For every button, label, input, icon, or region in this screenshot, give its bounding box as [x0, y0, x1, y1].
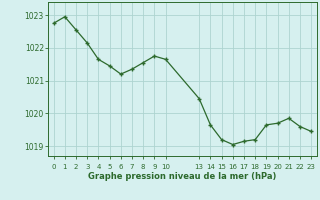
- X-axis label: Graphe pression niveau de la mer (hPa): Graphe pression niveau de la mer (hPa): [88, 172, 276, 181]
